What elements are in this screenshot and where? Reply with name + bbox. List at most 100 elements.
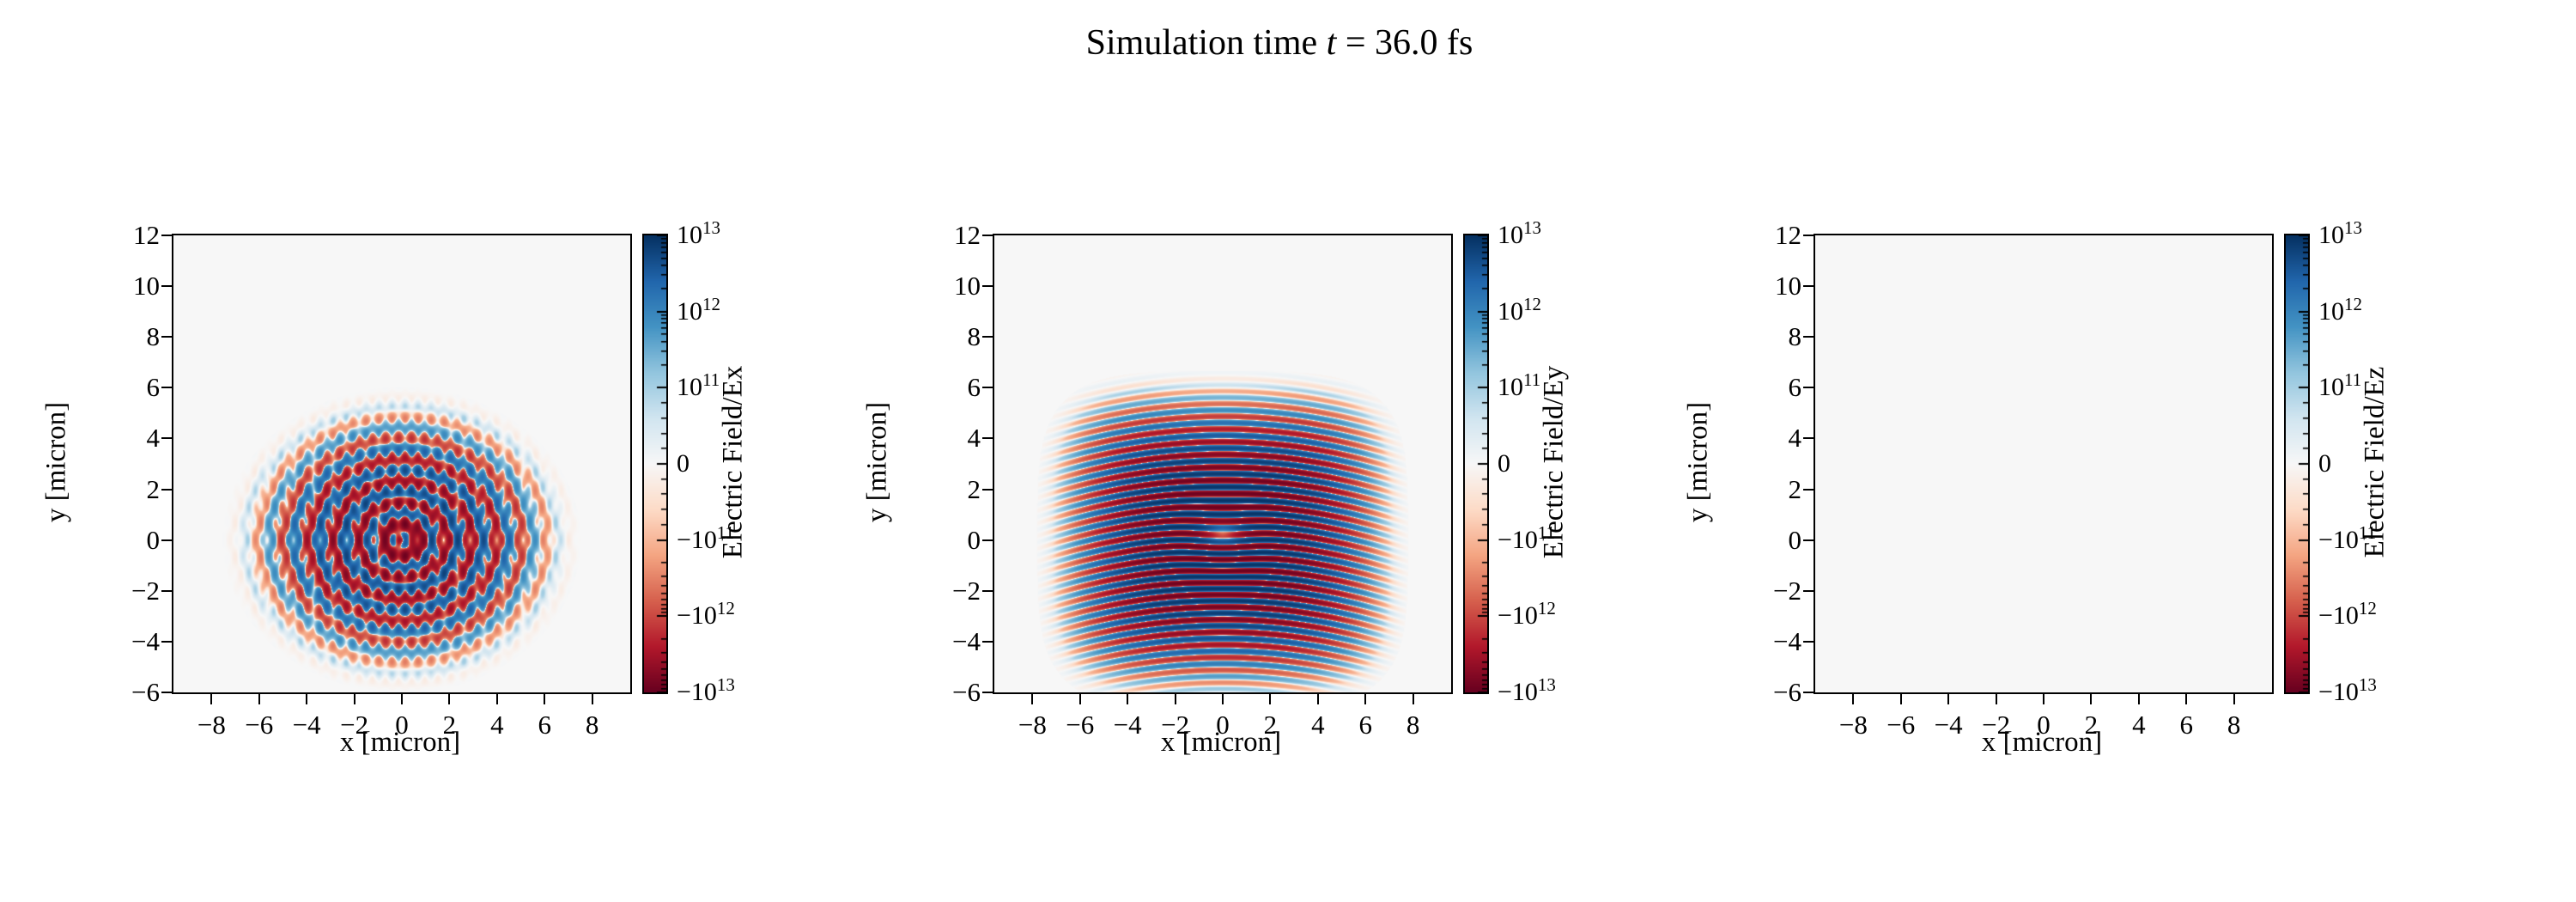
colorbar-tick-exponent: 13 [702,217,720,238]
colorbar-tick-label: 0 [1498,449,1510,478]
colorbar-tick-label: 1011 [677,371,720,402]
plot-area-ex: −8 −6 −4 −2 0 2 4 6 8 12 10 8 6 4 2 0 −2 −4 −6 [131,220,632,740]
y-tick-mark [161,539,172,541]
colorbar-tick-mantissa: 10 [677,221,702,249]
colorbar-tick-label: 0 [2318,449,2331,478]
title-prefix: Simulation time [1085,23,1327,63]
y-tick-label: 12 [954,220,981,250]
x-tick-mark [1078,694,1081,704]
colorbar-tick-label: 1011 [2318,371,2361,402]
y-tick-mark [982,589,993,592]
y-tick-label: 4 [967,423,981,454]
y-tick-mark [982,235,993,236]
colorbar-tick-exponent: 13 [1523,217,1541,238]
colorbar-tick-exponent: 13 [1537,674,1556,695]
x-tick-label: 8 [585,710,599,740]
colorbar-ez: 1013 1012 1011 0 −1011 −1012 −1013 [2284,219,2377,706]
colorbar-tick-mantissa: −10 [677,601,717,631]
colorbar-tick-label: 1012 [677,295,720,326]
colorbar-tick-mantissa: 0 [677,449,690,478]
x-tick-label: −6 [245,710,274,740]
y-tick-mark [982,488,993,491]
x-tick-label: 0 [1216,710,1230,740]
x-tick-label: −4 [1934,710,1963,740]
x-tick-mark [2043,694,2044,704]
x-tick-mark [1947,694,1950,704]
colorbar-ex: 1013 1012 1011 0 −1011 −1012 −1013 [642,219,735,706]
y-tick-mark [1803,437,1814,440]
colorbar-tick-mantissa: −10 [677,678,717,706]
colorbar-ey: 1013 1012 1011 0 −1011 −1012 −1013 [1463,219,1556,706]
y-tick-label: 2 [967,473,981,504]
y-tick-label: 8 [967,321,981,352]
colorbar-tick-exponent: 13 [2358,674,2377,695]
colorbar-tick-label: −1011 [1498,523,1555,555]
colorbar-tick-mantissa: −10 [2318,678,2359,706]
colorbar-tick-label: −1013 [1498,676,1556,707]
x-tick-label: 2 [442,710,457,740]
y-tick-mark [1803,336,1814,338]
colorbar-tick-exponent: 11 [1537,521,1556,543]
colorbar-tick-label: 1012 [2318,295,2362,326]
y-tick-mark [1803,285,1814,288]
x-tick-mark [1174,694,1176,704]
colorbar-tick-mantissa: −10 [1498,525,1538,554]
y-tick-mark [982,437,993,440]
y-axis-label: y [micron] [40,401,72,523]
x-tick-mark [2090,694,2093,704]
x-tick-label: −4 [1113,710,1142,740]
y-tick-label: 6 [146,372,161,403]
y-tick-mark [982,387,993,389]
x-tick-mark [353,694,355,704]
colorbar-tick-label: 1013 [2318,219,2362,250]
colorbar-tick-mantissa: 10 [2318,296,2344,326]
x-tick-label: −6 [1886,710,1916,740]
x-tick-label: −8 [1838,710,1868,740]
y-tick-mark [982,539,993,541]
colorbar-tick-mantissa: 10 [1498,296,1523,326]
y-tick-mark [1803,640,1814,643]
y-tick-label: 4 [146,423,161,454]
x-tick-mark [1269,694,1272,704]
colorbar-tick-exponent: 11 [1523,369,1541,391]
colorbar-tick-mantissa: −10 [2318,525,2359,554]
x-tick-mark [591,694,593,704]
y-axis-label: y [micron] [861,401,893,523]
x-tick-mark [1031,694,1034,704]
colorbar-tick-label: 1013 [677,219,720,250]
colorbar-tick-exponent: 12 [1537,598,1556,619]
y-tick-label: 6 [967,372,981,403]
x-tick-label: −2 [340,710,369,740]
colorbar-tick-exponent: 11 [2358,521,2377,543]
colorbar-tick-label: 0 [677,449,690,478]
y-tick-label: 10 [954,271,981,302]
y-tick-label: 6 [1788,372,1802,403]
y-tick-mark [1803,488,1814,491]
y-tick-label: −6 [131,677,160,707]
x-tick-label: 6 [2179,710,2194,740]
colorbar-tick-label: 1013 [1498,219,1541,250]
x-tick-mark [1222,694,1224,704]
x-tick-label: −8 [197,710,226,740]
colorbar-tick-mantissa: −10 [1498,601,1538,631]
colorbar-label-ex: Electric Field/Ex [717,365,749,559]
x-tick-mark [2233,694,2235,704]
colorbar-tick-mantissa: −10 [677,525,717,554]
colorbar-ey-gradient-canvas [1465,235,1487,692]
x-tick-mark [448,694,451,704]
x-tick-mark [1852,694,1855,704]
y-tick-label: 4 [1788,423,1802,454]
y-tick-mark [982,692,993,693]
y-tick-mark [161,692,172,693]
x-tick-mark [210,694,213,704]
x-tick-label: 8 [2227,710,2241,740]
title-variable: t [1326,23,1337,63]
x-axis-label: x [micron] [1981,727,2103,758]
y-tick-mark [982,336,993,338]
subplot-ey: y [micron] −8 −6 −4 −2 0 2 4 6 8 12 10 8 6 4 2 0 −2 −4 −6 … [821,0,1722,902]
y-tick-mark [161,437,172,440]
colorbar-tick-exponent: 11 [2344,369,2362,391]
y-tick-label: −2 [952,575,981,606]
colorbar-tick-exponent: 11 [702,369,720,391]
y-tick-mark [982,285,993,288]
